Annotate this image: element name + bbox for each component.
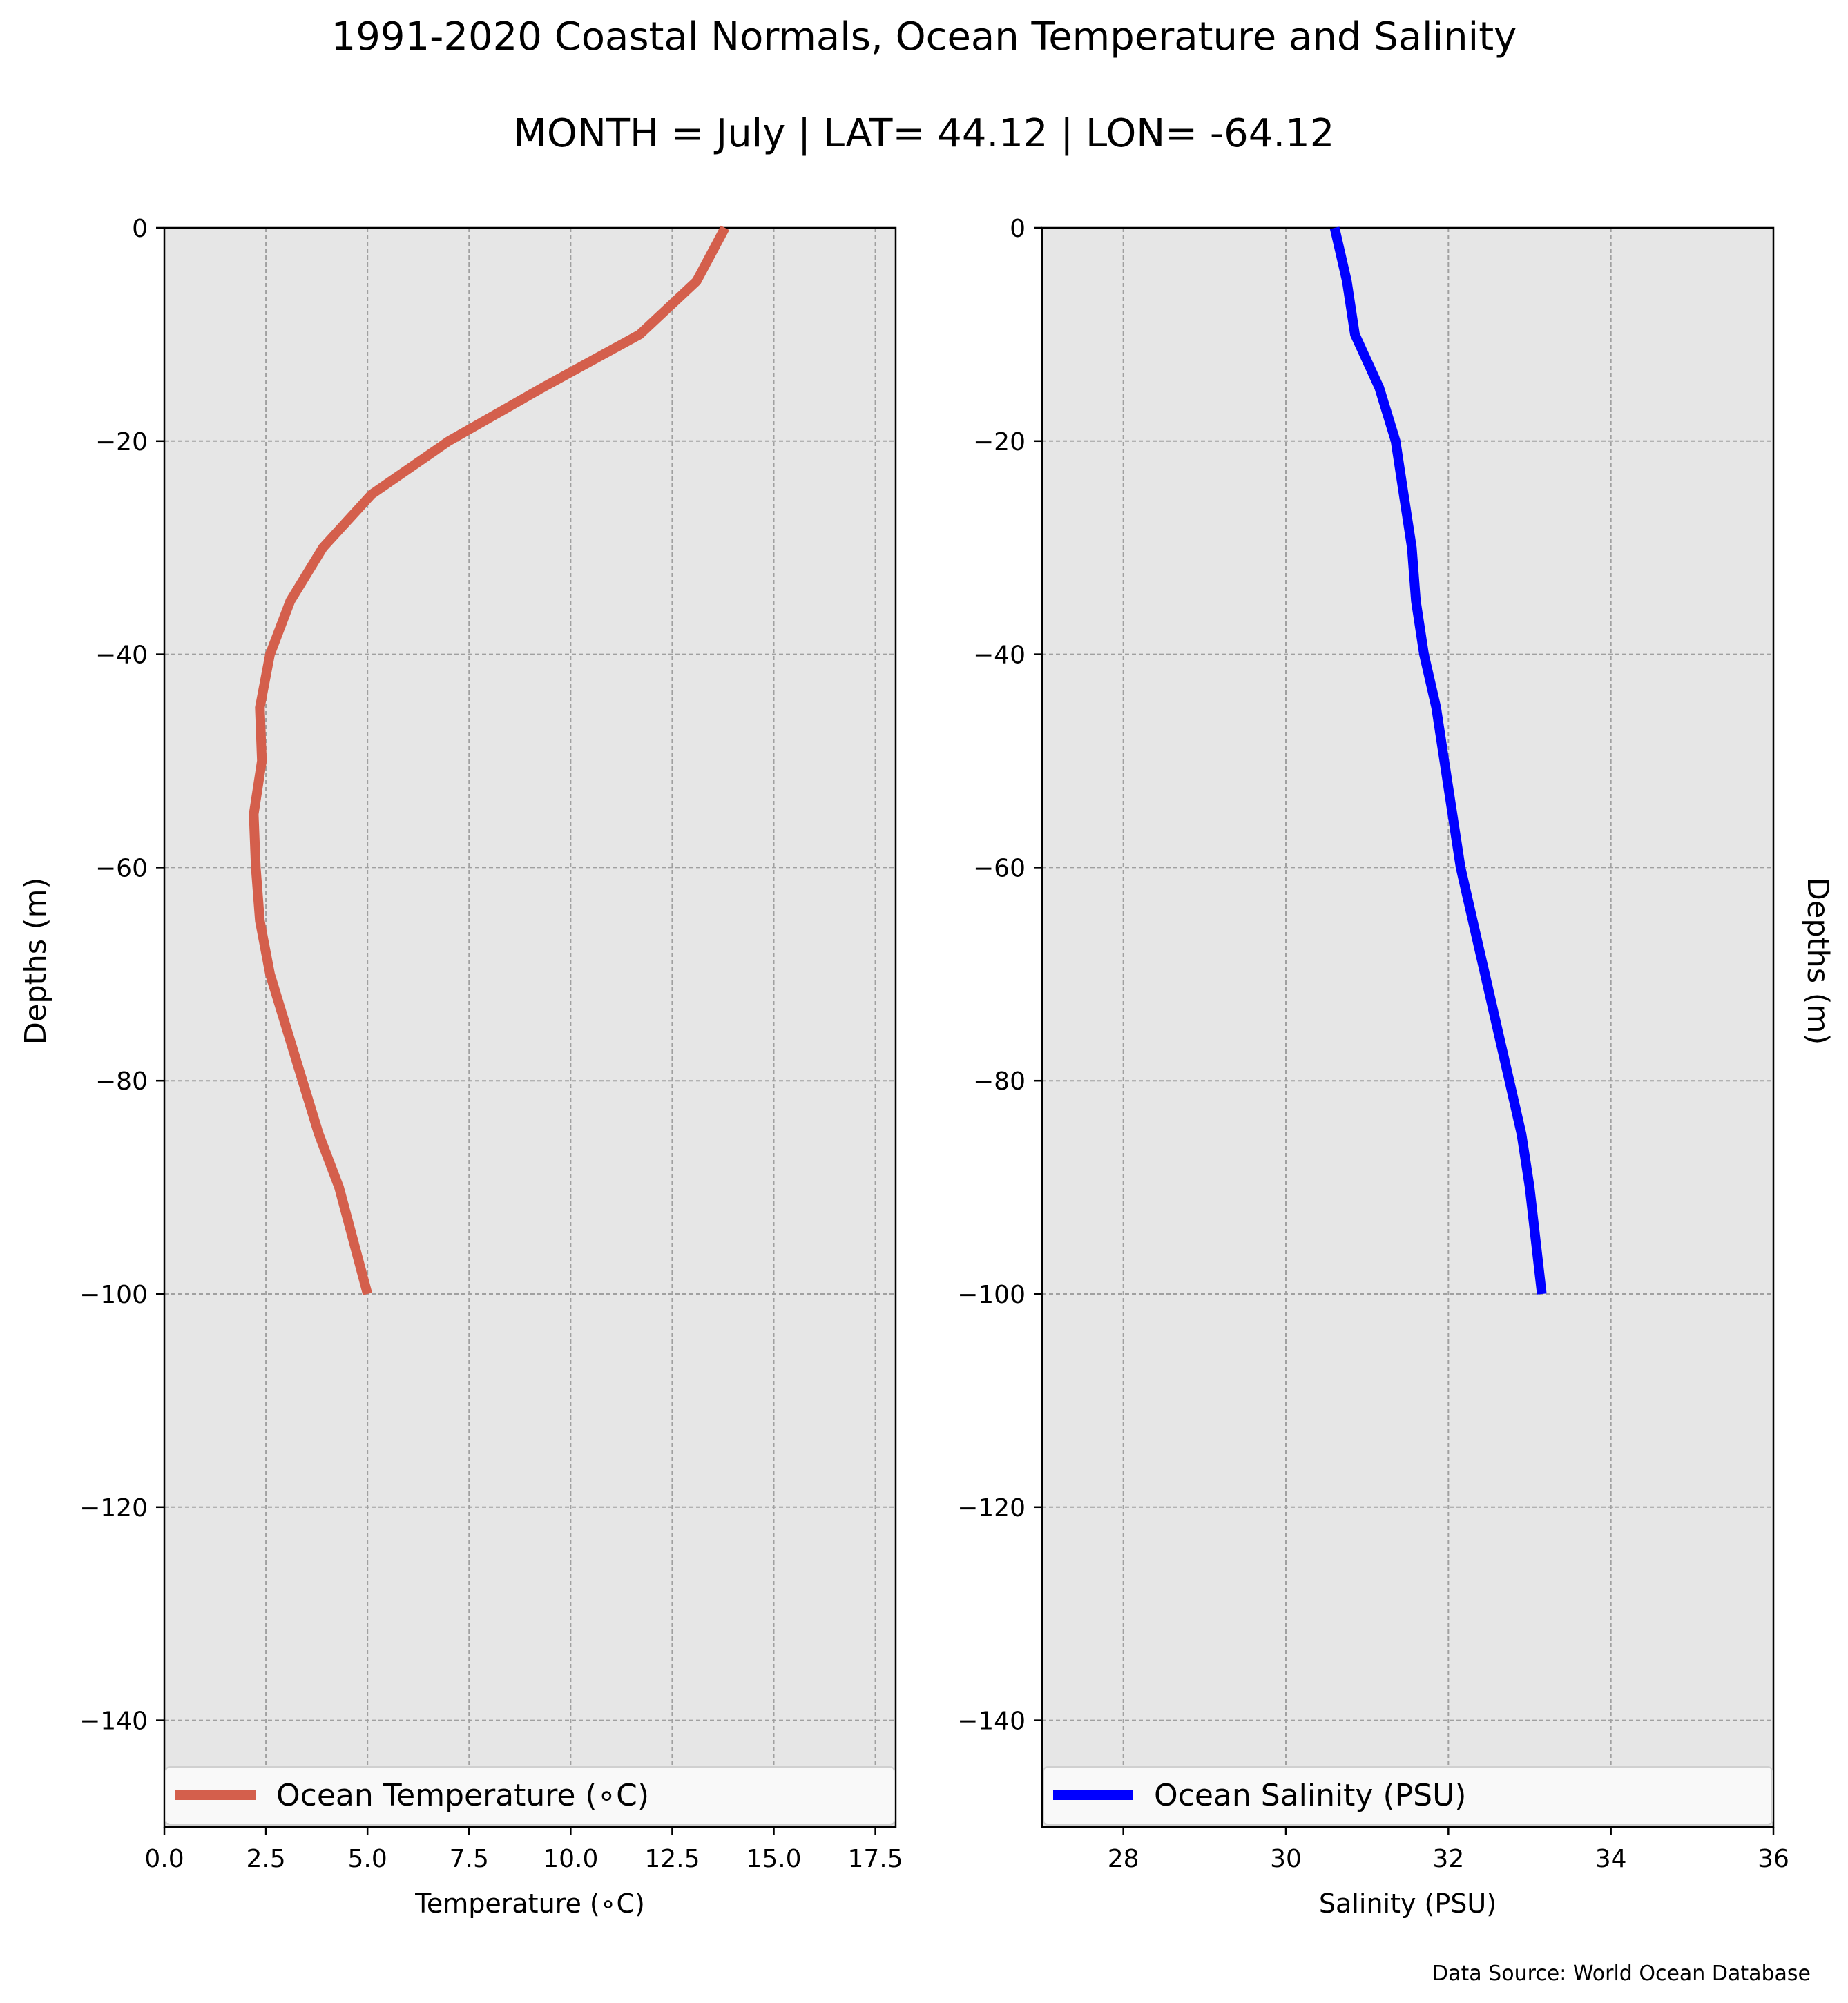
temperature-y-tick-label: −60 [95, 854, 148, 882]
temperature-y-tick-label: −140 [79, 1707, 148, 1736]
temperature-x-tick-label: 15.0 [746, 1845, 801, 1873]
right-y-axis-label: Depths (m) [1800, 878, 1835, 1045]
temperature-y-tick-label: −80 [95, 1067, 148, 1096]
temperature-plot-area [164, 228, 896, 1827]
salinity-x-tick-label: 28 [1108, 1845, 1139, 1873]
temperature-legend: Ocean Temperature (∘C) [165, 1766, 895, 1826]
temperature-y-tick-label: −20 [95, 428, 148, 456]
temperature-chart: 0.0 2.5 5.0 7.5 10.0 12.5 15.0 17.5 0 −20 −40 −60 −8… [79, 215, 903, 1919]
salinity-x-axis-label: Salinity (PSU) [1319, 1888, 1496, 1919]
temperature-legend-label: Ocean Temperature (∘C) [276, 1778, 649, 1813]
temperature-x-tick-label: 10.0 [543, 1845, 598, 1873]
temperature-x-tick-label: 5.0 [348, 1845, 387, 1873]
salinity-series-line [1329, 226, 1547, 1295]
temperature-y-tick-label: 0 [132, 215, 148, 243]
salinity-y-tick-label: −20 [973, 428, 1026, 456]
temperature-y-tick-label: −40 [95, 641, 148, 670]
salinity-y-tick-label: 0 [1010, 215, 1026, 243]
salinity-legend-box [1043, 1766, 1773, 1826]
temperature-legend-box [165, 1766, 895, 1826]
salinity-chart: 28 30 32 34 36 0 −20 −40 −60 −80 −100 −120 −140 Salin… [957, 215, 1789, 1919]
left-y-axis-label: Depths (m) [19, 878, 53, 1045]
temperature-x-tick-label: 17.5 [848, 1845, 903, 1873]
salinity-y-tick-label: −60 [973, 854, 1026, 882]
temperature-x-tick-label: 12.5 [644, 1845, 700, 1873]
salinity-y-tick-label: −120 [957, 1494, 1026, 1522]
salinity-y-tick-label: −100 [957, 1281, 1026, 1309]
salinity-axes-frame [1041, 226, 1775, 1828]
salinity-x-tick-label: 36 [1758, 1845, 1789, 1873]
salinity-plot-area [1042, 228, 1773, 1827]
temperature-x-axis-label: Temperature (∘C) [414, 1888, 645, 1919]
temperature-y-tick-label: −120 [79, 1494, 148, 1522]
figure-title: 1991-2020 Coastal Normals, Ocean Tempera… [331, 14, 1517, 59]
figure-subtitle: MONTH = July | LAT= 44.12 | LON= -64.12 [514, 111, 1335, 156]
salinity-legend-label: Ocean Salinity (PSU) [1154, 1778, 1466, 1813]
source-note: Data Source: World Ocean Database [1432, 1962, 1811, 1986]
salinity-y-tick-label: −80 [973, 1067, 1026, 1096]
salinity-x-tick-label: 32 [1432, 1845, 1464, 1873]
salinity-y-tick-label: −40 [973, 641, 1026, 670]
temperature-x-tick-label: 0.0 [144, 1845, 184, 1873]
salinity-legend: Ocean Salinity (PSU) [1043, 1766, 1773, 1826]
salinity-y-tick-label: −140 [957, 1707, 1026, 1736]
temperature-x-tick-label: 2.5 [246, 1845, 285, 1873]
salinity-x-tick-label: 30 [1270, 1845, 1302, 1873]
temperature-series-line [249, 225, 730, 1295]
temperature-axes-frame [163, 226, 897, 1828]
salinity-x-tick-label: 34 [1595, 1845, 1627, 1873]
temperature-x-tick-label: 7.5 [450, 1845, 489, 1873]
temperature-y-tick-label: −100 [79, 1281, 148, 1309]
